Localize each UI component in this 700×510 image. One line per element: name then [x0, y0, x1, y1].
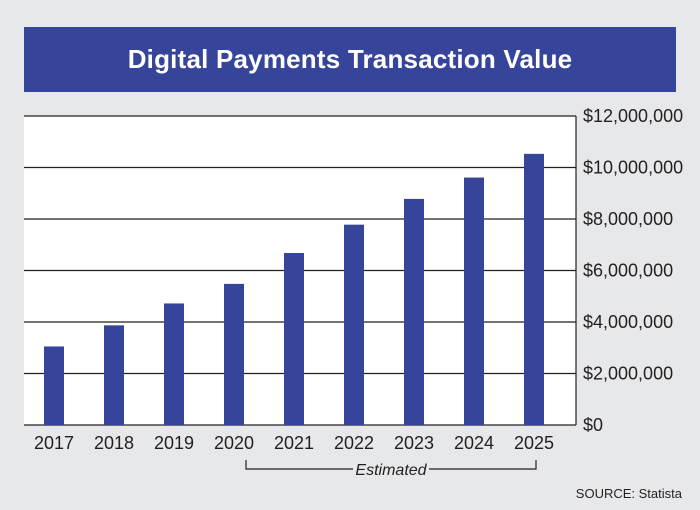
x-tick-label: 2023 [394, 433, 434, 453]
y-tick-label: $8,000,000 [583, 209, 673, 229]
bar-2018 [104, 325, 124, 425]
y-tick-label: $12,000,000 [583, 106, 683, 126]
x-tick-label: 2020 [214, 433, 254, 453]
bar-2024 [464, 177, 484, 425]
y-tick-label: $6,000,000 [583, 261, 673, 281]
source-note: SOURCE: Statista [575, 486, 682, 501]
y-tick-labels: $0 $2,000,000 $4,000,000 $6,000,000 $8,000,0… [583, 106, 683, 435]
y-tick-label: $2,000,000 [583, 364, 673, 384]
bars [44, 153, 544, 426]
x-tick-label: 2021 [274, 433, 314, 453]
chart-title-bar: Digital Payments Transaction Value [24, 27, 676, 92]
bar-2019 [164, 303, 184, 425]
y-tick-label: $10,000,000 [583, 158, 683, 178]
x-tick-label: 2024 [454, 433, 494, 453]
bar-2023 [404, 198, 424, 425]
x-tick-label: 2019 [154, 433, 194, 453]
x-tick-label: 2022 [334, 433, 374, 453]
bar-2020 [224, 283, 244, 425]
x-tick-labels: 2017 2018 2019 2020 2021 2022 2023 2024 2025 [34, 433, 554, 453]
y-tick-label: $0 [583, 415, 603, 435]
bar-2017 [44, 346, 64, 425]
x-tick-label: 2025 [514, 433, 554, 453]
x-tick-label: 2017 [34, 433, 74, 453]
chart-title: Digital Payments Transaction Value [127, 44, 573, 74]
estimated-label: Estimated [355, 462, 427, 479]
bar-2022 [344, 224, 364, 425]
x-tick-label: 2018 [94, 433, 134, 453]
estimated-bracket [245, 460, 537, 470]
estimated-annotation: Estimated [245, 460, 537, 479]
bar-2021 [284, 252, 304, 425]
y-tick-label: $4,000,000 [583, 312, 673, 332]
bar-2025 [524, 153, 544, 426]
